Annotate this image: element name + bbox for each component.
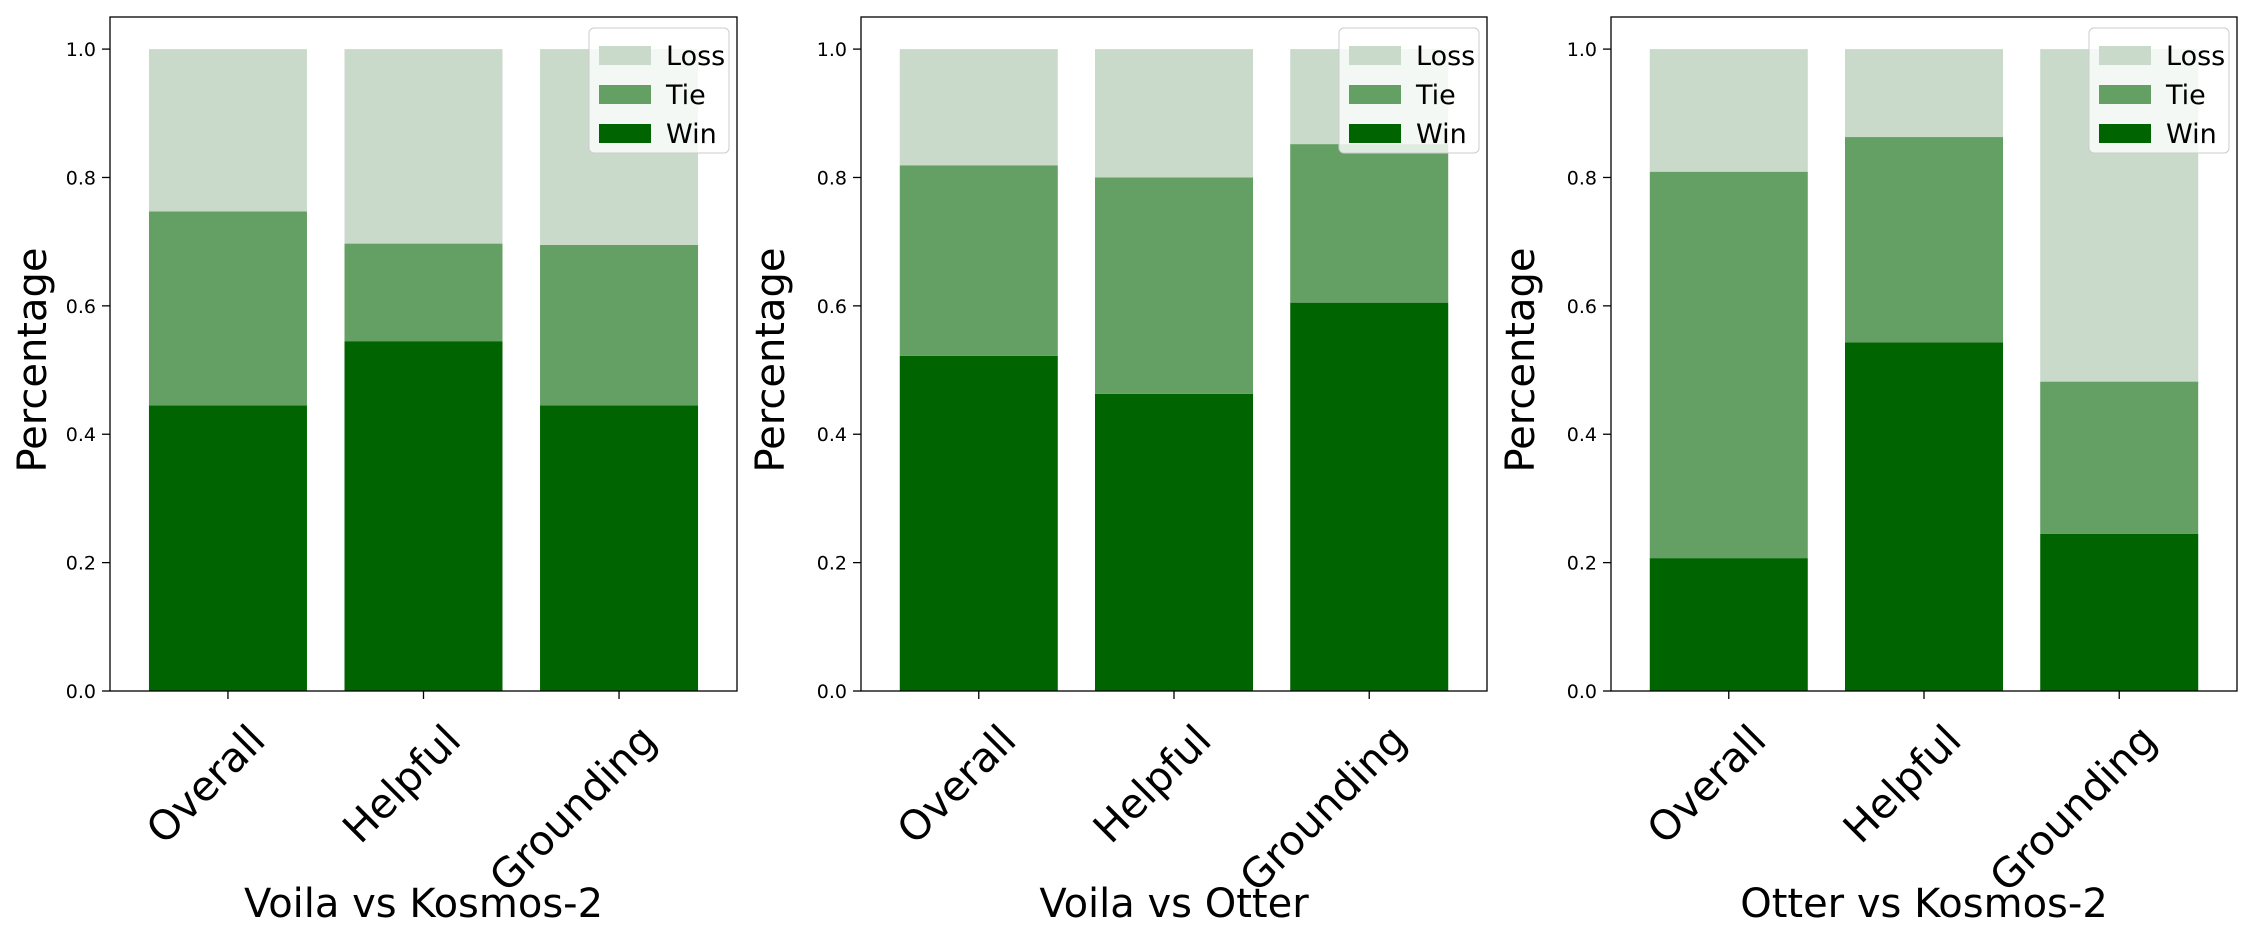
- x-tick-label-helpful: Helpful: [1084, 716, 1221, 853]
- legend-swatch-tie: [2099, 85, 2151, 104]
- bar-tie-overall: [899, 165, 1058, 356]
- legend-label-win: Win: [2166, 119, 2217, 150]
- bar-win-helpful: [344, 341, 503, 691]
- bar-loss-overall: [1649, 49, 1808, 172]
- legend-swatch-win: [2099, 124, 2151, 143]
- y-axis-label: Percentage: [10, 247, 56, 472]
- x-axis-label: Voila vs Otter: [1039, 881, 1309, 927]
- y-tick-label: 0.6: [66, 296, 96, 318]
- y-tick-label: 0.6: [1567, 296, 1597, 318]
- legend-swatch-win: [599, 124, 651, 143]
- legend-label-tie: Tie: [1415, 80, 1456, 111]
- x-tick-label-grounding: Grounding: [1980, 716, 2165, 901]
- chart-panel-1: 0.0 0.2 0.4 0.6 0.8 1.0 Overall Helpful Groundin…: [10, 16, 738, 927]
- x-tick-label-overall: Overall: [1638, 716, 1776, 854]
- bar-loss-helpful: [344, 49, 503, 244]
- legend-label-win: Win: [1416, 119, 1467, 150]
- y-axis-label: Percentage: [748, 247, 794, 472]
- bar-tie-helpful: [1095, 177, 1253, 394]
- bar-tie-grounding: [540, 244, 699, 406]
- bar-tie-overall: [148, 211, 307, 406]
- bar-loss-overall: [899, 49, 1058, 166]
- bar-win-helpful: [1845, 342, 2003, 691]
- y-tick-label: 1.0: [1567, 39, 1597, 61]
- bar-win-helpful: [1095, 393, 1253, 691]
- chart-panel-2: 0.0 0.2 0.4 0.6 0.8 1.0 Overall Helpful Groundin…: [748, 16, 1488, 927]
- y-tick-label: 0.2: [66, 553, 96, 575]
- bar-win-overall: [899, 355, 1058, 691]
- y-axis-label: Percentage: [1498, 247, 1544, 472]
- y-tick-label: 0.2: [1567, 553, 1597, 575]
- chart-panel-3: 0.0 0.2 0.4 0.6 0.8 1.0 Overall Helpful Groundin…: [1498, 16, 2238, 927]
- legend-label-loss: Loss: [666, 41, 725, 72]
- legend-swatch-loss: [599, 46, 651, 65]
- x-tick-label-grounding: Grounding: [1230, 716, 1415, 901]
- bar-tie-helpful: [344, 243, 503, 342]
- x-tick-label-overall: Overall: [888, 716, 1026, 854]
- bar-win-overall: [148, 405, 307, 691]
- y-tick-label: 0.8: [66, 167, 96, 189]
- bar-tie-grounding: [2040, 381, 2199, 534]
- legend-swatch-tie: [1349, 85, 1401, 104]
- y-tick-label: 0.6: [817, 296, 847, 318]
- legend-swatch-loss: [2099, 46, 2151, 65]
- legend-swatch-win: [1349, 124, 1401, 143]
- legend-label-loss: Loss: [1416, 41, 1475, 72]
- bar-win-overall: [1649, 558, 1808, 691]
- x-axis-label: Otter vs Kosmos-2: [1740, 881, 2108, 927]
- legend-label-tie: Tie: [2165, 80, 2206, 111]
- y-tick-label: 0.8: [1567, 167, 1597, 189]
- legend: Loss Tie Win: [588, 27, 730, 154]
- y-tick-label: 0.8: [817, 167, 847, 189]
- bar-loss-overall: [148, 49, 307, 212]
- y-tick-label: 1.0: [817, 39, 847, 61]
- x-tick-label-overall: Overall: [137, 716, 275, 854]
- bar-loss-helpful: [1095, 49, 1253, 178]
- y-tick-label: 0.4: [1567, 424, 1597, 446]
- legend: Loss Tie Win: [1338, 27, 1480, 154]
- y-tick-label: 0.4: [66, 424, 96, 446]
- bar-win-grounding: [2040, 533, 2199, 691]
- x-tick-label-helpful: Helpful: [333, 716, 470, 853]
- legend: Loss Tie Win: [2088, 27, 2230, 154]
- y-tick-label: 1.0: [66, 39, 96, 61]
- bar-tie-grounding: [1290, 144, 1449, 303]
- y-tick-label: 0.0: [66, 681, 96, 703]
- legend-label-loss: Loss: [2166, 41, 2225, 72]
- x-tick-label-grounding: Grounding: [480, 716, 665, 901]
- y-tick-label: 0.0: [817, 681, 847, 703]
- bar-loss-helpful: [1845, 49, 2003, 138]
- legend-swatch-loss: [1349, 46, 1401, 65]
- legend-label-tie: Tie: [665, 80, 706, 111]
- y-tick-label: 0.4: [817, 424, 847, 446]
- legend-swatch-tie: [599, 85, 651, 104]
- bar-win-grounding: [1290, 302, 1449, 691]
- y-tick-label: 0.2: [817, 553, 847, 575]
- y-tick-label: 0.0: [1567, 681, 1597, 703]
- legend-label-win: Win: [666, 119, 717, 150]
- bar-tie-helpful: [1845, 137, 2003, 343]
- x-tick-label-helpful: Helpful: [1834, 716, 1971, 853]
- x-axis-label: Voila vs Kosmos-2: [244, 881, 603, 927]
- bar-win-grounding: [540, 405, 699, 691]
- bar-tie-overall: [1649, 171, 1808, 559]
